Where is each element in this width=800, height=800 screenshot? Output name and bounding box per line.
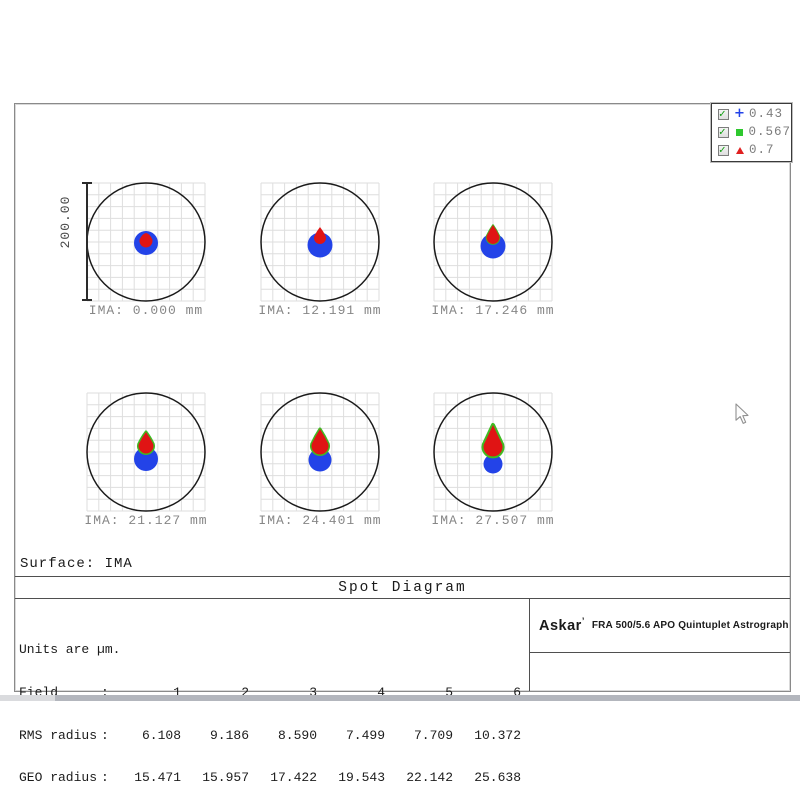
rms-4: 7.499 xyxy=(345,727,385,743)
plot-title: Spot Diagram xyxy=(338,580,467,596)
brand-logo: Askar’ xyxy=(539,616,585,634)
divider-line xyxy=(15,576,790,577)
rms-row: RMS radius: 6.108 9.186 8.590 7.499 7.709 10.3… xyxy=(19,727,521,743)
spot-diagram-grid: IMA: 0.000 mm IMA: 12.191 mm IMA: 17.246 m… xyxy=(15,104,790,691)
geo-row: GEO radius: 15.471 15.957 17.422 19.543 22.14… xyxy=(19,771,521,785)
geo-3: 17.422 xyxy=(270,770,317,786)
geo-row-label: GEO radius xyxy=(19,770,98,786)
geo-2: 15.957 xyxy=(202,770,249,786)
rms-3: 8.590 xyxy=(277,727,317,743)
spot-diagram-field-1 xyxy=(86,182,206,302)
checkbox-checked-icon[interactable] xyxy=(718,107,729,121)
colon: : xyxy=(101,685,109,701)
scale-bar-bottom-cap xyxy=(82,299,92,301)
legend-value: 0.43 xyxy=(749,107,784,121)
geo-6: 25.638 xyxy=(474,770,521,786)
square-marker-icon xyxy=(733,128,746,136)
horizontal-scrollbar[interactable] xyxy=(0,695,800,701)
geo-4: 19.543 xyxy=(338,770,385,786)
ima-label: IMA: 12.191 mm xyxy=(258,303,382,318)
spot-diagram-field-3 xyxy=(433,182,553,302)
legend-value: 0.7 xyxy=(749,143,775,157)
scrollbar-thumb[interactable] xyxy=(0,695,55,701)
field-1: 1 xyxy=(173,685,181,701)
brand-mark: ’ xyxy=(581,616,585,627)
field-6: 6 xyxy=(513,685,521,701)
scale-bar-label: 200.00 xyxy=(58,195,73,249)
legend-row-0.567: 0.567 xyxy=(718,124,791,140)
triangle-marker-icon xyxy=(733,146,746,154)
ima-label: IMA: 27.507 mm xyxy=(431,513,555,528)
geo-5: 22.142 xyxy=(406,770,453,786)
rms-row-label: RMS radius xyxy=(19,727,98,743)
rms-6: 10.372 xyxy=(474,727,521,743)
field-5: 5 xyxy=(445,685,453,701)
checkbox-checked-icon[interactable] xyxy=(718,125,729,139)
plus-marker-icon: + xyxy=(734,106,745,121)
ima-label: IMA: 21.127 mm xyxy=(84,513,208,528)
table-vertical-divider xyxy=(529,598,530,691)
stats-table: Units are µm. Field:1 2 3 4 5 6 RMS radius:6.… xyxy=(19,615,521,800)
legend-value: 0.567 xyxy=(748,125,791,139)
colon: : xyxy=(101,770,109,786)
colon: : xyxy=(101,727,109,743)
title-block-divider xyxy=(529,652,790,653)
ima-label: IMA: 0.000 mm xyxy=(88,303,204,318)
surface-label: Surface: IMA xyxy=(20,556,133,572)
product-name: FRA 500/5.6 APO Quintuplet Astrograph xyxy=(591,619,789,631)
title-block: Askar’ FRA 500/5.6 APO Quintuplet Astrog… xyxy=(530,598,790,652)
mouse-cursor-icon xyxy=(735,403,749,424)
units-row: Units are µm. xyxy=(19,643,521,657)
spot-diagram-field-2 xyxy=(260,182,380,302)
field-3: 3 xyxy=(309,685,317,701)
spot-diagram-field-4 xyxy=(86,392,206,512)
field-4: 4 xyxy=(377,685,385,701)
rms-1: 6.108 xyxy=(141,727,181,743)
legend-row-0.43: + 0.43 xyxy=(718,106,791,122)
plot-frame: IMA: 0.000 mm IMA: 12.191 mm IMA: 17.246 m… xyxy=(14,103,791,785)
checkbox-checked-icon[interactable] xyxy=(718,143,729,157)
field-2: 2 xyxy=(241,685,249,701)
legend-row-0.7: 0.7 xyxy=(718,142,791,158)
spot-diagram-field-5 xyxy=(260,392,380,512)
spot-diagram-field-6 xyxy=(433,392,553,512)
wavelength-legend: + 0.43 0.567 0.7 xyxy=(711,103,792,162)
divider-line xyxy=(15,598,790,599)
ima-label: IMA: 17.246 mm xyxy=(431,303,555,318)
units-note: Units are µm. xyxy=(19,642,121,658)
rms-2: 9.186 xyxy=(209,727,249,743)
ima-label: IMA: 24.401 mm xyxy=(258,513,382,528)
scale-bar xyxy=(86,183,88,301)
rms-5: 7.709 xyxy=(413,727,453,743)
geo-1: 15.471 xyxy=(134,770,181,786)
scale-bar-top-cap xyxy=(82,182,92,184)
